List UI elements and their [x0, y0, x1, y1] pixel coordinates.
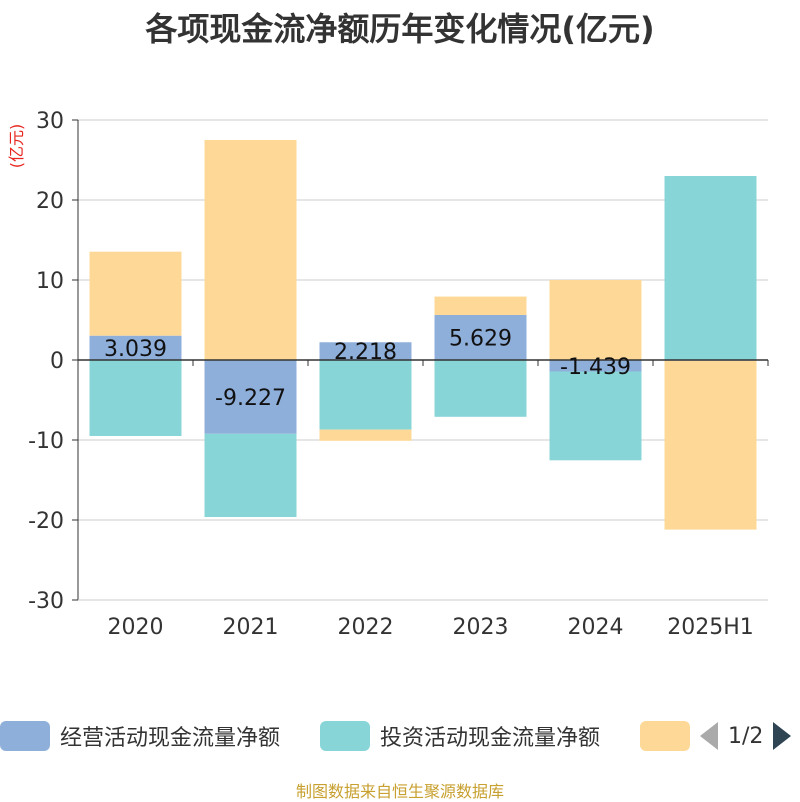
bar-3 — [664, 360, 757, 530]
data-label: 5.629 — [449, 326, 512, 351]
bar-1 — [549, 360, 642, 372]
data-label: 3.039 — [104, 337, 167, 362]
bar-1 — [89, 335, 182, 360]
x-tick-label: 2020 — [108, 615, 164, 640]
chart-title: 各项现金流净额历年变化情况(亿元) — [145, 10, 655, 48]
bar-1 — [319, 342, 412, 360]
bar-3 — [204, 140, 297, 360]
bar-2 — [664, 176, 757, 360]
y-tick-label: 20 — [36, 189, 64, 214]
x-tick-label: 2023 — [453, 615, 509, 640]
bar-2 — [549, 371, 642, 461]
legend-item-financing[interactable] — [640, 716, 690, 756]
legend-swatch-financing — [640, 721, 690, 751]
x-tick-label: 2024 — [568, 615, 624, 640]
bar-marks — [89, 140, 757, 530]
y-tick-label: -10 — [28, 429, 64, 454]
pager-prev-icon[interactable] — [700, 722, 718, 750]
pager-next-icon[interactable] — [773, 722, 792, 750]
y-tick-label: 0 — [50, 349, 64, 374]
legend: 经营活动现金流量净额 投资活动现金流量净额 — [0, 716, 800, 756]
y-tick-label: -30 — [28, 589, 64, 614]
bar-2 — [204, 433, 297, 518]
y-axis-label: (亿元) — [7, 124, 26, 169]
data-source: 制图数据来自恒生聚源数据库 — [295, 782, 504, 801]
y-tick-label: -20 — [28, 509, 64, 534]
legend-label-investing: 投资活动现金流量净额 — [380, 726, 601, 751]
y-tick-label: 30 — [36, 109, 64, 134]
legend-swatch-operating — [0, 721, 50, 751]
bar-3 — [319, 429, 412, 441]
y-tick-label: 10 — [36, 269, 64, 294]
data-label: -9.227 — [215, 386, 286, 411]
x-tick-label: 2021 — [223, 615, 279, 640]
pager-text: 1/2 — [728, 723, 764, 749]
legend-item-operating[interactable]: 经营活动现金流量净额 — [0, 716, 280, 756]
legend-item-investing[interactable]: 投资活动现金流量净额 — [320, 716, 600, 756]
bar-3 — [434, 296, 527, 315]
bar-2 — [89, 360, 182, 436]
data-label: 2.218 — [334, 340, 397, 365]
data-label: -1.439 — [560, 355, 631, 380]
axes: 30 20 10 0 -10 -20 -30 2020 2021 2022 2023 2024 2025… — [28, 109, 769, 640]
legend-swatch-investing — [320, 721, 370, 751]
bar-chart: 30 20 10 0 -10 -20 -30 2020 2021 2022 2023 2024 2025… — [7, 109, 769, 640]
bar-2 — [319, 360, 412, 430]
bar-2 — [434, 360, 527, 417]
legend-pager: 1/2 — [700, 716, 792, 756]
x-tick-label: 2025H1 — [667, 615, 754, 640]
bar-3 — [549, 280, 642, 360]
bar-1 — [434, 314, 527, 360]
x-tick-label: 2022 — [338, 615, 394, 640]
bar-3 — [89, 251, 182, 336]
data-labels: 3.039 -9.227 2.218 5.629 -1.439 — [104, 326, 631, 410]
bar-1 — [204, 360, 297, 434]
legend-label-operating: 经营活动现金流量净额 — [60, 726, 281, 751]
